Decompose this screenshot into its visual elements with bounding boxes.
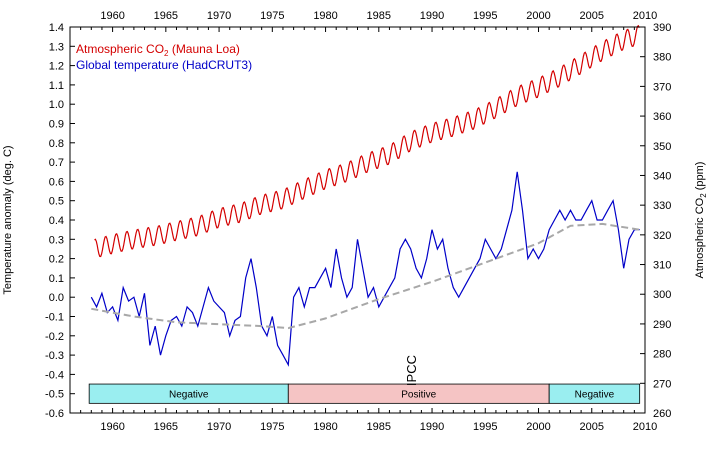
- y-axis-right-title: Atmospheric CO2 (ppm): [694, 162, 708, 279]
- x-tick-label-bottom: 1985: [367, 421, 391, 433]
- y-right-tick-label: 350: [653, 141, 671, 153]
- y-left-tick-label: -0.2: [45, 331, 64, 343]
- x-tick-label-bottom: 1960: [100, 421, 124, 433]
- phase-label-1: Negative: [169, 390, 209, 401]
- y-left-tick-label: 0.6: [49, 176, 64, 188]
- x-tick-label-top: 2000: [526, 10, 550, 22]
- x-tick-label-top: 2010: [633, 10, 657, 22]
- y-left-tick-label: -0.3: [45, 350, 64, 362]
- y-left-tick-label: 0.3: [49, 234, 64, 246]
- y-right-tick-label: 320: [653, 230, 671, 242]
- y-right-tick-label: 270: [653, 378, 671, 390]
- y-left-tick-label: 0.1: [49, 273, 64, 285]
- phase-label-2: Positive: [401, 390, 436, 401]
- x-tick-label-top: 1960: [100, 10, 124, 22]
- series-line-1: [94, 24, 640, 258]
- y-left-tick-label: 0.7: [49, 157, 64, 169]
- legend-entry-2: Global temperature (HadCRUT3): [76, 58, 252, 72]
- x-tick-label-top: 1980: [313, 10, 337, 22]
- x-tick-label-bottom: 2010: [633, 421, 657, 433]
- x-tick-label-top: 1995: [473, 10, 497, 22]
- y-left-tick-label: -0.5: [45, 389, 64, 401]
- y-right-tick-label: 330: [653, 200, 671, 212]
- x-tick-label-bottom: 1995: [473, 421, 497, 433]
- y-left-tick-label: 1.0: [49, 99, 64, 111]
- y-right-tick-label: 260: [653, 408, 671, 420]
- y-left-tick-label: -0.1: [45, 312, 64, 324]
- phase-band-3: [548, 383, 641, 404]
- y-right-tick-label: 370: [653, 81, 671, 93]
- phase-bands: Negative Positive Negative: [88, 383, 641, 404]
- y-right-tick-label: 280: [653, 349, 671, 361]
- y-axis-left-title: Temperature anomaly (deg. C): [2, 145, 14, 294]
- legend: Atmospheric CO2 (Mauna Loa)Global temper…: [76, 42, 252, 72]
- y-left-tick-label: 0.2: [49, 254, 64, 266]
- y-left-tick-label: -0.6: [45, 408, 64, 420]
- y-left-tick-label: 0.8: [49, 138, 64, 150]
- y-left-tick-label: 1.1: [49, 80, 64, 92]
- x-tick-label-bottom: 2000: [526, 421, 550, 433]
- x-tick-label-bottom: 1980: [313, 421, 337, 433]
- ipcc-annotation: IPCC: [404, 355, 419, 386]
- y-left-tick-label: 1.4: [49, 22, 64, 34]
- series-layer: [90, 24, 640, 367]
- y-right-tick-label: 310: [653, 260, 671, 272]
- x-tick-label-bottom: 1975: [260, 421, 284, 433]
- y-right-tick-label: 390: [653, 22, 671, 34]
- axis-ticks: 1960 1960 1965 1965 1970 1970 1975 1975 1980 1980…: [45, 10, 671, 433]
- x-tick-label-bottom: 1970: [207, 421, 231, 433]
- x-tick-label-top: 1970: [207, 10, 231, 22]
- x-tick-label-top: 1975: [260, 10, 284, 22]
- y-left-tick-label: 0.4: [49, 215, 64, 227]
- x-tick-label-top: 1965: [154, 10, 178, 22]
- y-left-tick-label: 1.2: [49, 61, 64, 73]
- y-right-tick-label: 360: [653, 111, 671, 123]
- y-right-tick-label: 290: [653, 319, 671, 331]
- x-tick-label-top: 2005: [580, 10, 604, 22]
- y-left-tick-label: 0.0: [49, 292, 64, 304]
- x-tick-label-bottom: 1990: [420, 421, 444, 433]
- series-line-2: [90, 171, 640, 367]
- y-right-tick-label: 340: [653, 170, 671, 182]
- y-left-tick-label: 0.5: [49, 196, 64, 208]
- series-line-3: [91, 222, 640, 330]
- y-left-tick-label: 1.3: [49, 41, 64, 53]
- y-right-tick-label: 300: [653, 289, 671, 301]
- x-tick-label-bottom: 2005: [580, 421, 604, 433]
- y-right-tick-label: 380: [653, 52, 671, 64]
- x-tick-label-top: 1985: [367, 10, 391, 22]
- y-left-tick-label: 0.9: [49, 119, 64, 131]
- y-left-tick-label: -0.4: [45, 369, 64, 381]
- x-tick-label-bottom: 1965: [154, 421, 178, 433]
- legend-entry-1: Atmospheric CO2 (Mauna Loa): [76, 42, 240, 58]
- x-tick-label-top: 1990: [420, 10, 444, 22]
- phase-label-3: Negative: [575, 390, 615, 401]
- plot-frame: [69, 26, 646, 414]
